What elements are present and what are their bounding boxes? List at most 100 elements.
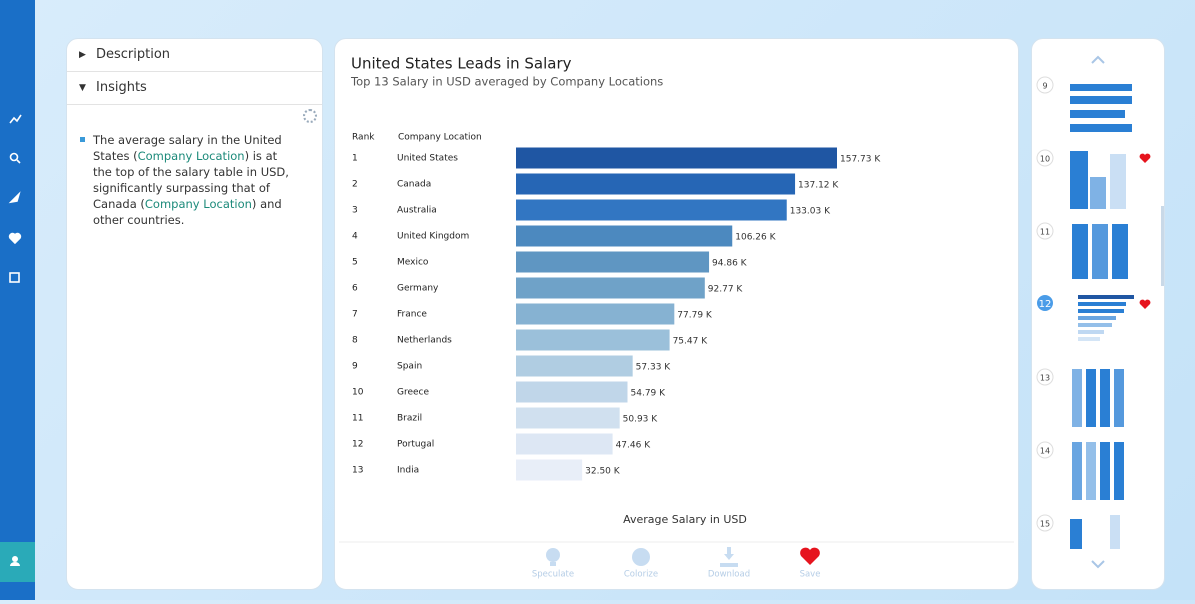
thumb-number[interactable]: 15 [1040,520,1050,529]
thumb-number[interactable]: 12 [1039,299,1052,310]
save-button[interactable]: Save [800,547,821,580]
x-axis-label: Average Salary in USD [623,513,747,526]
action-label: Download [708,570,750,580]
value-label: 133.03 K [790,207,831,217]
download-button[interactable]: Download [708,547,750,580]
rank-label: 3 [352,206,358,216]
thumb-badge [1036,222,1054,240]
bar [516,303,675,325]
thumb-badge [1036,76,1054,94]
description-tab[interactable]: ▶ Description [67,39,322,72]
bar [516,355,633,377]
thumb-number[interactable]: 9 [1042,82,1047,91]
thumb-number[interactable]: 14 [1040,447,1050,456]
insight-text: The average salary in the United States … [93,132,298,228]
bar [516,199,787,221]
category-label: Canada [397,180,431,190]
active-thumb-badge [1037,295,1053,311]
thumb-number[interactable]: 13 [1040,374,1050,383]
action-label: Speculate [532,570,574,580]
scroll-down[interactable] [1091,560,1105,569]
icon-chart[interactable] [9,114,22,124]
category-label: Netherlands [397,336,452,346]
rank-label: 5 [352,258,358,268]
category-label: Brazil [397,414,422,424]
rank-label: 11 [352,414,363,424]
text: ) is at the top of the salary table in U… [93,149,289,211]
action-label: Colorize [624,570,658,580]
category-label: Portugal [397,440,434,450]
bar [516,329,670,351]
category-label: Australia [397,206,437,216]
bar [516,251,710,273]
value-label: 92.77 K [708,285,744,295]
colorize-button[interactable]: Colorize [624,548,658,580]
insight-panel: ▶ Description ▼ Insights The average salar… [66,38,323,590]
icon-edit[interactable] [9,272,20,283]
value-label: 94.86 K [712,259,748,269]
value-label: 32.50 K [585,467,621,477]
bar [516,173,796,195]
chart-subtitle: Top 13 Salary in USD averaged by Company… [350,75,663,89]
category-label: Mexico [397,258,429,268]
user-button[interactable] [0,542,35,582]
thumb-badge [1036,514,1054,532]
insights-tab[interactable]: ▼ Insights [67,72,322,105]
icon-search[interactable] [9,152,19,162]
value-label: 75.47 K [673,337,709,347]
chart-panel: United States Leads in Salary Top 13 Sal… [334,38,1019,590]
column-header: Company Location [398,133,482,143]
sidebar-icons [0,114,35,582]
chart-title: United States Leads in Salary [351,55,572,73]
value-label: 137.12 K [798,181,839,191]
icon-heart[interactable] [8,232,22,245]
thumb-badge [1036,149,1054,167]
thumb-number[interactable]: 10 [1040,155,1050,164]
category-label: India [397,466,419,476]
thumb-badge [1036,368,1054,386]
bullet [80,137,85,142]
favorite-icon[interactable] [1139,153,1151,163]
scrollbar[interactable] [1161,206,1164,286]
text: The average salary in the United States … [93,133,282,163]
action-label: Save [800,570,821,580]
category-label: United States [397,154,458,164]
thumbnail-panel: 9 10 11 12 13 14 15 [1031,38,1165,590]
rank-label: 6 [352,284,358,294]
tab-label: Description [96,47,171,62]
icon-rocket[interactable] [8,191,21,204]
speculate-button[interactable]: Speculate [532,548,574,580]
link[interactable]: Company Location [144,197,252,211]
rank-label: 4 [352,232,358,242]
rank-label: 2 [352,180,358,190]
rank-label: 7 [352,310,358,320]
thumbnail-list: 9 10 11 12 13 14 15 [1036,55,1164,569]
rank-label: 1 [352,154,358,164]
settings-icon[interactable] [303,109,317,123]
link[interactable]: Company Location [137,149,245,163]
value-label: 106.26 K [735,233,776,243]
category-label: United Kingdom [397,232,469,242]
value-label: 157.73 K [840,155,881,165]
tab-label: Insights [96,80,147,95]
category-label: Greece [397,388,429,398]
rank-label: 13 [352,466,363,476]
rank-label: 10 [352,388,364,398]
category-label: Spain [397,362,422,372]
bar [516,459,583,481]
thumb-badge [1036,441,1054,459]
bar [516,433,613,455]
text: ) and other countries. [93,197,282,227]
bar [516,147,837,169]
chart: United States Leads in Salary Top 13 Sal… [339,55,1014,580]
value-label: 54.79 K [631,389,667,399]
rank-label: 8 [352,336,358,346]
scroll-up[interactable] [1091,55,1105,64]
favorite-icon[interactable] [1139,299,1151,309]
value-label: 77.79 K [677,311,713,321]
thumb-number[interactable]: 11 [1040,228,1050,237]
column-header: Rank [352,133,375,143]
rank-label: 12 [352,440,363,450]
value-label: 47.46 K [616,441,652,451]
